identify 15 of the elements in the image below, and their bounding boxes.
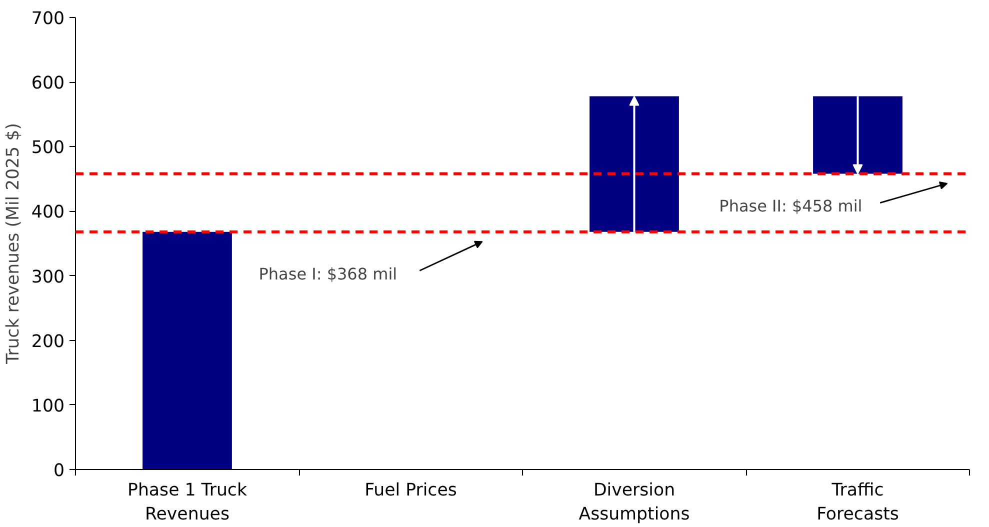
x-tick-label: Phase 1 Truck Revenues [128,480,248,524]
y-tick-label: 0 [53,461,65,481]
x-tick-label: Traffic Forecasts [816,480,899,524]
y-axis-title: Truck revenues (Mil 2025 $) [3,123,24,365]
y-tick-label: 500 [31,138,65,158]
y-tick-label: 700 [31,9,65,29]
ref-line-label: Phase I: $368 mil [258,264,398,284]
x-tick-label: Fuel Prices [364,480,457,500]
y-tick-label: 100 [31,396,65,416]
y-tick-label: 300 [31,267,65,288]
y-tick-label: 600 [31,74,65,94]
ref-line-label: Phase II: $458 mil [719,196,862,216]
y-tick-label: 200 [31,332,65,352]
y-tick-label: 400 [31,202,65,223]
x-tick-label: Diversion Assumptions [578,480,690,524]
